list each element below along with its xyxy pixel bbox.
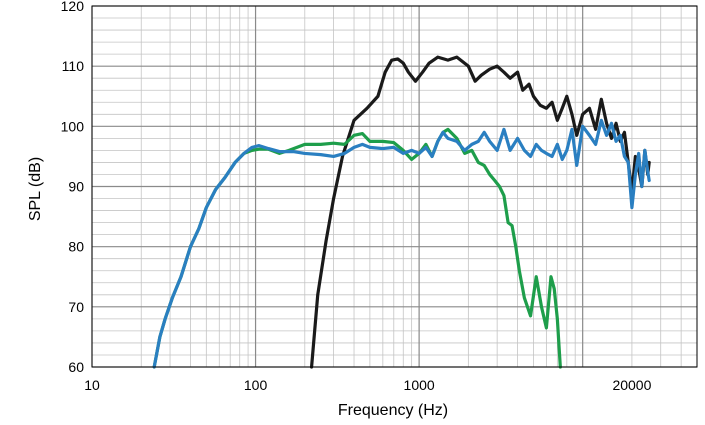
x-tick-labels: 10 100 1000 20000: [84, 377, 651, 393]
y-tick-label: 90: [68, 179, 84, 195]
series-line-1: [309, 55, 651, 369]
series-line-2: [152, 127, 562, 369]
series-line-3: [152, 118, 651, 369]
y-axis-title: SPL (dB): [27, 157, 44, 221]
y-tick-label: 100: [61, 118, 85, 134]
y-tick-label: 120: [61, 0, 85, 14]
x-tick-label: 20000: [612, 377, 651, 393]
x-tick-label: 1000: [404, 377, 435, 393]
plot-frame: [91, 5, 698, 368]
x-axis-title: Frequency (Hz): [338, 402, 448, 419]
y-tick-label: 110: [62, 58, 85, 74]
x-tick-label: 10: [84, 377, 100, 393]
x-tick-label: 100: [244, 377, 268, 393]
series-layer: [152, 55, 651, 369]
y-tick-labels: 60 70 80 90 100 110 120: [61, 0, 85, 375]
y-tick-label: 80: [68, 239, 84, 255]
y-tick-label: 60: [68, 359, 84, 375]
y-tick-label: 70: [68, 299, 84, 315]
